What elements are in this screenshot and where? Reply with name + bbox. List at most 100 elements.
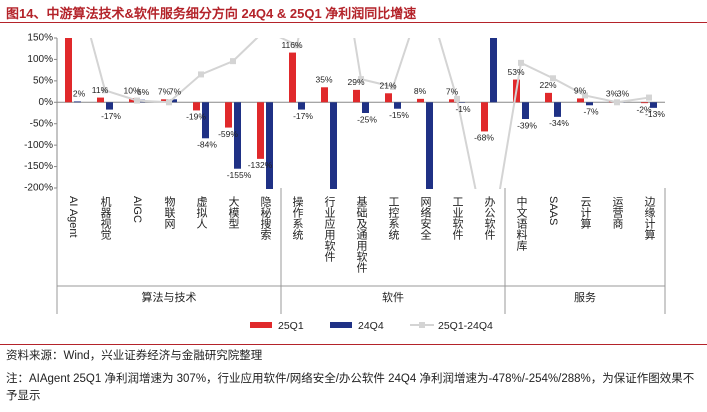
- title-bar: 图14、中游算法技术&软件服务细分方向 24Q4 & 25Q1 净利润同比增速: [0, 0, 707, 23]
- line-marker: [262, 27, 268, 33]
- bar: [481, 102, 488, 132]
- legend-label: 24Q4: [358, 320, 384, 332]
- y-tick-label: -100%: [24, 140, 53, 151]
- x-tick-label: 隐秘搜索: [259, 196, 272, 240]
- x-tick-label: 大模型: [227, 195, 240, 229]
- value-label: -68%: [474, 133, 494, 143]
- value-label: 116%: [281, 40, 303, 50]
- x-tick-label: AI Agent: [67, 196, 79, 238]
- bar: [385, 93, 392, 103]
- line-marker: [454, 95, 460, 102]
- x-tick-label: 基础及通用软件: [355, 196, 368, 274]
- value-label: 29%: [347, 77, 364, 87]
- note: 注：AIAgent 25Q1 净利润增速为 307%，行业应用软件/网络安全/办…: [6, 373, 695, 402]
- value-label: -25%: [357, 114, 377, 124]
- line-marker: [294, 42, 300, 49]
- x-tick-label: 工业软件: [451, 196, 464, 241]
- line-marker: [518, 59, 524, 66]
- bar: [449, 99, 456, 103]
- value-label: -17%: [293, 111, 313, 121]
- x-tick-label: 中文语料库: [515, 196, 528, 252]
- bar: [289, 52, 296, 103]
- bar: [522, 102, 529, 119]
- value-label: -155%: [227, 170, 252, 180]
- value-label: 3%: [617, 88, 630, 98]
- legend-swatch: [419, 322, 425, 328]
- value-label: 9%: [574, 86, 587, 96]
- value-label: 21%: [379, 81, 396, 91]
- x-tick-label: 工控系统: [387, 196, 400, 240]
- value-label: 7%: [446, 87, 459, 97]
- x-tick-label: 物联网: [163, 195, 176, 230]
- legend-label: 25Q1-24Q4: [438, 320, 493, 332]
- group-label: 服务: [574, 291, 596, 304]
- group-label: 算法与技术: [142, 290, 197, 304]
- value-label: 22%: [539, 80, 556, 90]
- legend-swatch: [330, 322, 352, 328]
- bar: [74, 101, 81, 103]
- y-tick-label: 100%: [27, 54, 53, 65]
- value-label: -1%: [455, 104, 471, 114]
- x-tick-label: SAAS: [547, 196, 559, 225]
- line-marker: [198, 71, 204, 78]
- legend-swatch: [250, 322, 272, 328]
- bar: [161, 99, 168, 103]
- legend-label: 25Q1: [278, 320, 304, 332]
- line-marker: [102, 87, 108, 94]
- value-label: -19%: [186, 112, 206, 122]
- bar: [362, 102, 369, 113]
- x-tick-label: 云计算: [579, 196, 592, 230]
- line-marker: [166, 99, 172, 106]
- y-tick-label: 0%: [39, 97, 54, 108]
- divider: [0, 344, 707, 345]
- bar: [234, 102, 241, 169]
- x-tick-label: 边缘计算: [643, 196, 656, 241]
- value-label: -17%: [101, 111, 121, 121]
- line-marker: [486, 252, 492, 258]
- value-label: -84%: [197, 140, 217, 150]
- bar: [394, 102, 401, 109]
- bar: [650, 102, 657, 108]
- line-marker: [550, 75, 556, 82]
- x-tick-label: 网络安全: [419, 196, 432, 240]
- bar: [202, 102, 209, 139]
- value-label: 6%: [137, 87, 150, 97]
- bar: [225, 102, 232, 128]
- value-label: -132%: [248, 160, 273, 170]
- y-tick-label: -150%: [24, 161, 53, 172]
- bar: [641, 102, 648, 104]
- line-marker: [614, 99, 620, 106]
- source: 资料来源：Wind，兴业证券经济与金融研究院整理: [6, 350, 263, 362]
- bar: [298, 102, 305, 110]
- x-tick-label: 办公软件: [483, 196, 496, 241]
- bar: [257, 102, 264, 159]
- line-marker: [230, 58, 236, 65]
- value-label: 3%: [606, 88, 619, 98]
- value-label: 7%: [169, 87, 182, 97]
- value-label: 35%: [315, 75, 332, 85]
- bar: [490, 38, 497, 103]
- line-marker: [646, 94, 652, 101]
- x-tick-label: 操作系统: [291, 195, 304, 240]
- chart: -200% -150% -100% -50% 0% 50% 100% 150% 11% 10% 7%…: [24, 27, 666, 332]
- value-label: -59%: [218, 129, 238, 139]
- bar: [330, 102, 337, 189]
- value-label: -13%: [645, 109, 665, 119]
- bar: [417, 98, 424, 103]
- line-marker: [390, 83, 396, 90]
- line-marker: [134, 97, 140, 104]
- bar: [65, 38, 72, 103]
- x-tick-label: AIGC: [131, 196, 143, 223]
- y-tick-label: 150%: [27, 33, 53, 44]
- x-tick-label: 虚拟人: [195, 196, 208, 229]
- bar: [586, 102, 593, 106]
- value-label: 2%: [73, 89, 86, 99]
- bar: [106, 102, 113, 110]
- bar: [426, 102, 433, 189]
- x-tick-label: 运营商: [611, 196, 624, 230]
- value-label: -7%: [583, 107, 599, 117]
- bar: [554, 102, 561, 117]
- bar: [353, 89, 360, 103]
- bar: [321, 87, 328, 103]
